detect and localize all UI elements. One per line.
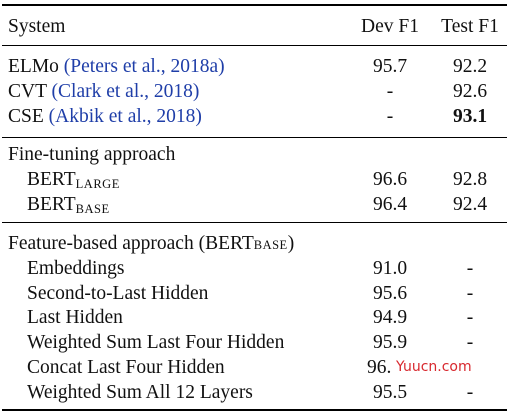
row-weighted-last-four-dev: 95.9 (372, 332, 408, 353)
row-second-to-last-system: Second-to-Last Hidden (27, 283, 209, 304)
row-bert-large-system: BERTLARGE (27, 168, 120, 193)
row-cvt-system: CVT (Clark et al., 2018) (8, 80, 199, 104)
row-elmo-system: ELMo (Peters et al., 2018a) (8, 55, 225, 79)
row-cse-test: 93.1 (452, 106, 488, 127)
row-weighted-all-12-dev: 95.5 (372, 382, 408, 403)
system-name: CVT (8, 81, 47, 102)
section-rule-1 (2, 137, 507, 138)
row-cse-system: CSE (Akbik et al., 2018) (8, 105, 202, 129)
row-bert-large-test: 92.8 (452, 169, 488, 190)
row-cvt-test: 92.6 (452, 81, 488, 102)
system-name: CSE (8, 106, 44, 127)
row-bert-base-system: BERTBASE (27, 193, 110, 218)
row-last-hidden-test: - (466, 307, 474, 328)
header-rule (2, 45, 507, 46)
model-name: BERT (27, 169, 76, 190)
watermark-text: Yuucn.com (396, 359, 472, 375)
row-elmo-dev: 95.7 (372, 56, 408, 77)
row-embeddings-test: - (466, 258, 474, 279)
feature-title-subscript: BASE (253, 238, 288, 252)
row-weighted-last-four-test: - (466, 332, 474, 353)
row-embeddings-dev: 91.0 (372, 258, 408, 279)
row-concat-last-four-dev: 96. (367, 357, 392, 378)
header-test-f1: Test F1 (441, 16, 499, 37)
model-subscript: BASE (75, 202, 110, 216)
row-weighted-all-12-test: - (466, 382, 474, 403)
citation-link[interactable]: (Peters et al., 2018a) (63, 56, 225, 77)
row-bert-base-test: 92.4 (452, 194, 488, 215)
row-last-hidden-system: Last Hidden (27, 307, 123, 328)
model-name: BERT (27, 194, 76, 215)
bottom-rule (2, 409, 507, 411)
citation-link[interactable]: (Clark et al., 2018) (51, 81, 200, 102)
row-cse-dev: - (386, 106, 394, 127)
citation-link[interactable]: (Akbik et al., 2018) (48, 106, 202, 127)
model-subscript: LARGE (75, 177, 120, 191)
feature-section-title: Feature-based approach (BERTBASE) (8, 232, 294, 257)
row-weighted-all-12-system: Weighted Sum All 12 Layers (27, 382, 253, 403)
row-bert-base-dev: 96.4 (372, 194, 408, 215)
row-bert-large-dev: 96.6 (372, 169, 408, 190)
feature-title-text: Feature-based approach (BERT (8, 233, 254, 254)
system-name: ELMo (8, 56, 59, 77)
row-weighted-last-four-system: Weighted Sum Last Four Hidden (27, 332, 285, 353)
row-second-to-last-test: - (466, 283, 474, 304)
header-system: System (8, 16, 66, 37)
row-cvt-dev: - (386, 81, 394, 102)
row-elmo-test: 92.2 (452, 56, 488, 77)
row-concat-last-four-system: Concat Last Four Hidden (27, 357, 225, 378)
feature-title-close: ) (287, 233, 295, 254)
row-last-hidden-dev: 94.9 (372, 307, 408, 328)
top-rule (2, 4, 507, 6)
finetune-section-title: Fine-tuning approach (8, 144, 176, 165)
row-embeddings-system: Embeddings (27, 258, 125, 279)
header-dev-f1: Dev F1 (361, 16, 419, 37)
row-second-to-last-dev: 95.6 (372, 283, 408, 304)
section-rule-2 (2, 222, 507, 223)
